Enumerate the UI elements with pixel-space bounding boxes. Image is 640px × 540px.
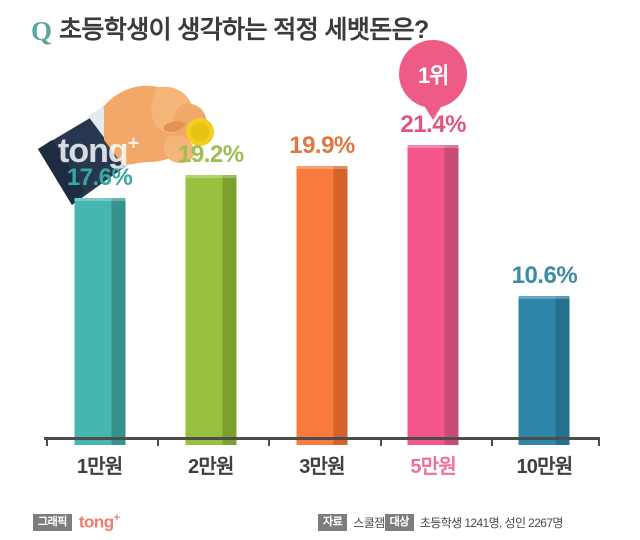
bar-side-shadow bbox=[111, 198, 126, 445]
bar-side-shadow bbox=[555, 296, 570, 445]
bar-group: 21.4% bbox=[381, 100, 485, 445]
bar-value-label: 17.6% bbox=[66, 164, 133, 191]
question-mark-icon: Q bbox=[31, 15, 53, 46]
bar-face bbox=[74, 198, 112, 445]
page-header: Q 초등학생이 생각하는 적정 세뱃돈은? bbox=[0, 0, 640, 62]
axis-tick bbox=[380, 437, 382, 446]
bar-chart: 17.6% 19.2% 19.9% 21.4% 10.6% bbox=[0, 100, 640, 445]
bar-top-highlight bbox=[74, 198, 126, 201]
bar-side-shadow bbox=[333, 166, 348, 445]
bar-group: 17.6% bbox=[48, 100, 152, 445]
tong-watermark: tong+ bbox=[58, 132, 139, 170]
footer: 그래픽 tong+ 자료 스쿨잼 대상 초등학생 1241명, 성인 2267명 bbox=[0, 505, 640, 540]
bar-value-label: 19.2% bbox=[178, 141, 244, 168]
axis-label-3만원: 3만원 bbox=[299, 456, 345, 478]
bar-10만원[interactable] bbox=[518, 296, 570, 445]
bar-top-highlight bbox=[407, 145, 459, 148]
bar-1만원[interactable] bbox=[74, 198, 126, 445]
bar-2만원[interactable] bbox=[185, 175, 237, 445]
hand-coin-graphic bbox=[38, 85, 214, 205]
bar-top-highlight bbox=[518, 296, 570, 299]
bar-face bbox=[185, 175, 223, 445]
axis-tick bbox=[46, 437, 48, 446]
bar-5만원[interactable] bbox=[407, 145, 459, 445]
axis-label-1만원: 1만원 bbox=[76, 456, 123, 478]
axis-label-10만원: 10만원 bbox=[516, 456, 573, 478]
bar-top-highlight bbox=[185, 175, 237, 178]
hand-holding-coin-illustration: tong+ bbox=[38, 74, 248, 214]
axis-tick bbox=[598, 437, 600, 446]
target-tag: 대상 bbox=[384, 513, 414, 532]
source-tag: 자료 bbox=[318, 513, 348, 532]
bar-3만원[interactable] bbox=[296, 166, 348, 445]
bar-value-label: 19.9% bbox=[289, 132, 355, 159]
bar-side-shadow bbox=[222, 175, 237, 445]
footer-source: 자료 스쿨잼 대상 초등학생 1241명, 성인 2267명 bbox=[318, 513, 564, 532]
page-title: 초등학생이 생각하는 적정 세뱃돈은? bbox=[59, 16, 429, 45]
axis-label-5만원: 5만원 bbox=[410, 456, 456, 478]
bar-top-highlight bbox=[296, 166, 348, 169]
bar-value-label: 10.6% bbox=[511, 262, 578, 289]
bar-face bbox=[296, 166, 334, 445]
bar-group: 10.6% bbox=[492, 100, 596, 445]
axis-tick bbox=[157, 437, 159, 446]
bar-face bbox=[518, 296, 556, 445]
axis-label-2만원: 2만원 bbox=[188, 456, 234, 478]
bar-face bbox=[407, 145, 445, 445]
tong-logo: tong+ bbox=[78, 512, 120, 532]
source-value: 스쿨잼 bbox=[353, 516, 385, 530]
rank-badge: 1위 bbox=[399, 40, 468, 108]
x-axis-line bbox=[44, 437, 600, 440]
bar-side-shadow bbox=[444, 145, 459, 445]
bar-group: 19.2% bbox=[159, 100, 263, 445]
axis-tick bbox=[268, 437, 270, 446]
footer-credit: 그래픽 tong+ bbox=[33, 512, 120, 533]
graphic-tag: 그래픽 bbox=[33, 513, 72, 532]
target-value: 초등학생 1241명, 성인 2267명 bbox=[419, 516, 564, 530]
rank-badge-pointer bbox=[425, 107, 442, 120]
axis-tick bbox=[491, 437, 493, 446]
bar-group: 19.9% bbox=[270, 100, 374, 445]
